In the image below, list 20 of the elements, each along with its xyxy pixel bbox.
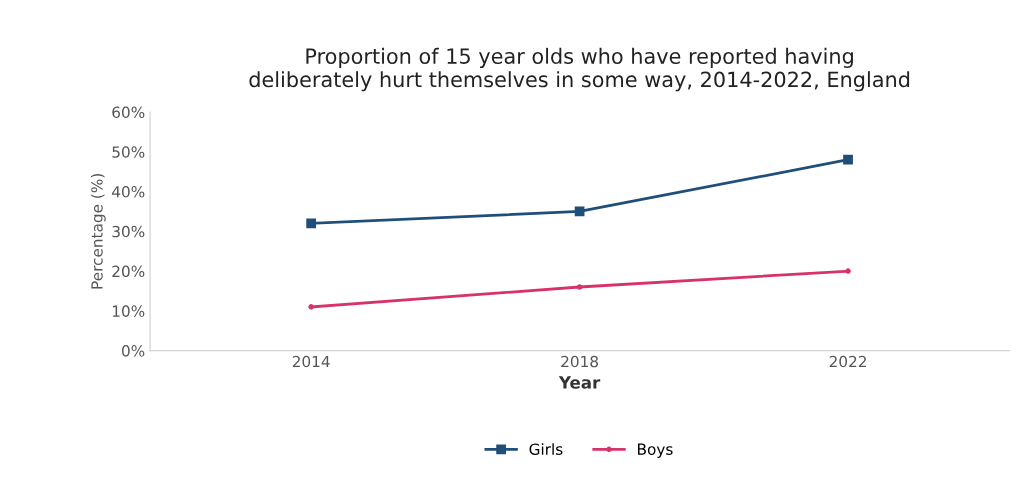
y-tick-label: 20% [112,265,145,278]
y-tick-label: 30% [112,225,145,238]
y-tick-label: 0% [121,345,145,357]
x-tick-label: 2022 [829,355,866,368]
chart-title: Proportion of 15 year olds who have reported having deliberately hurt themselves in some way, 2014-2022, England [249,47,910,92]
y-axis-title: Percentage (%) [90,174,106,289]
legend-label: Girls [529,443,563,455]
x-tick-label: 2014 [292,355,330,368]
point [576,284,583,290]
point [843,154,853,165]
point [306,218,317,229]
y-tick-label: 60% [112,106,145,119]
x-tick-label: 2018 [561,355,598,368]
x-axis-title: Year [558,376,601,389]
y-tick-label: 40% [112,186,145,198]
point [845,268,851,274]
y-tick-label: 50% [112,146,145,158]
point [308,304,314,310]
y-tick-label: 10% [112,305,145,317]
legend-label: Boys [638,443,673,458]
